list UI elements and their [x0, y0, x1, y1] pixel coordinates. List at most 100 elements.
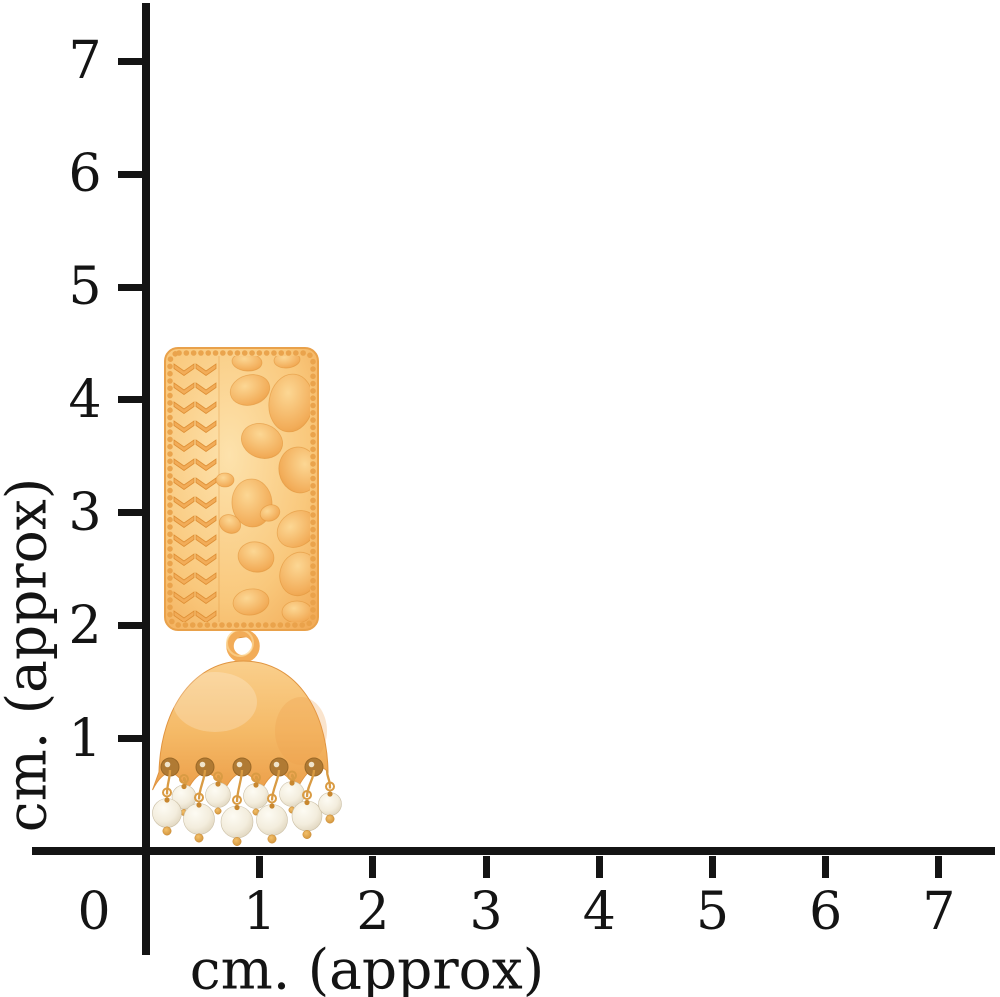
hole-sparkle [308, 761, 315, 768]
chevron [173, 363, 195, 376]
pebble [229, 374, 271, 406]
pearl-pin [302, 830, 312, 839]
scallop-hole [269, 757, 289, 777]
pearl-pin [214, 807, 222, 815]
x-tick-label: 7 [922, 882, 956, 942]
earring-product-photo [152, 347, 342, 846]
pearl-bead [243, 783, 269, 809]
x-tick-mark [482, 856, 490, 878]
wire-loop [194, 792, 204, 803]
pearl-cap [234, 804, 240, 811]
chevron [195, 534, 217, 547]
chevron [195, 363, 217, 376]
chevron [173, 477, 195, 490]
pearl-cap [164, 797, 170, 803]
chevron [195, 439, 217, 452]
y-tick-mark [118, 283, 142, 291]
pearl-cap [269, 803, 275, 809]
chevron [195, 610, 217, 622]
pearl-wire [216, 774, 225, 789]
pearl-cap [253, 782, 259, 788]
chevron [195, 401, 217, 414]
hole-sparkle [199, 761, 206, 768]
y-tick-mark [118, 509, 142, 517]
x-tick-label: 2 [356, 882, 390, 942]
pearl-pin [232, 837, 242, 846]
chevron [173, 610, 195, 622]
x-tick-label: 6 [809, 882, 843, 942]
chevron [195, 591, 217, 604]
scallop-hole [195, 757, 215, 777]
earring-plate [164, 347, 319, 631]
origin-label: 0 [77, 882, 111, 942]
pebble [276, 510, 310, 548]
plate-body [164, 347, 319, 631]
pebble [279, 551, 310, 597]
scallop-hole [232, 757, 252, 777]
x-tick-label: 4 [582, 882, 616, 942]
scallop-hole [160, 757, 180, 777]
wire-loop [232, 795, 242, 805]
y-axis-line [142, 3, 150, 955]
pearl-drops-front-row [152, 769, 342, 846]
y-tick-label: 3 [68, 482, 102, 543]
pearl-pin [252, 808, 260, 816]
chevron [173, 401, 195, 414]
y-tick-mark [118, 396, 142, 404]
pebble [231, 478, 273, 528]
y-tick-mark [118, 622, 142, 630]
x-axis-line [32, 847, 995, 855]
ring-hoop [226, 629, 260, 663]
chevron [195, 553, 217, 566]
hole-sparkle [236, 761, 243, 768]
pearl-bead [171, 784, 197, 810]
dome-shadow [275, 697, 327, 765]
x-tick-mark [822, 856, 830, 878]
pebble [231, 356, 263, 372]
pearl-cap [289, 780, 295, 786]
hole-sparkle [164, 761, 171, 768]
chevron [173, 515, 195, 528]
x-tick-label: 3 [469, 882, 503, 942]
ring-bail [236, 625, 252, 639]
pearl-bead [220, 805, 254, 839]
pearl-wire [165, 769, 172, 795]
earring-jhumka-dome [152, 660, 329, 792]
y-tick-mark [118, 735, 142, 743]
pearl-cap [304, 799, 310, 806]
x-tick-label: 1 [243, 882, 277, 942]
pearl-pin [267, 834, 277, 844]
plate-beaded-border [167, 350, 316, 628]
pearl-bead [205, 782, 231, 808]
pebble [232, 588, 270, 616]
wire-loop [325, 781, 335, 792]
x-tick-mark [369, 856, 377, 878]
x-tick-mark [935, 856, 943, 878]
x-tick-mark [595, 856, 603, 878]
chevron [173, 420, 195, 433]
pebble [268, 373, 310, 433]
dome-highlight [173, 672, 257, 732]
earring-link-ring [226, 625, 260, 663]
pearl-cap [181, 783, 187, 790]
pebble [278, 446, 310, 494]
chevron [195, 496, 217, 509]
pearl-wire [305, 769, 316, 798]
pebble [273, 356, 301, 369]
y-tick-label: 2 [68, 595, 102, 656]
pearl-pin [162, 826, 172, 836]
pebble [259, 504, 281, 522]
scallop-hole [304, 757, 324, 777]
pearl-bead [183, 803, 215, 835]
y-tick-label: 6 [68, 144, 102, 205]
wire-loop [179, 774, 189, 784]
wire-loop [287, 770, 297, 781]
pearl-wire [270, 769, 281, 801]
pearl-wire [254, 775, 262, 790]
pebble [281, 600, 310, 622]
chevron [195, 458, 217, 471]
pearl-bead [291, 800, 323, 832]
pebble [237, 541, 275, 573]
chevron [173, 534, 195, 547]
